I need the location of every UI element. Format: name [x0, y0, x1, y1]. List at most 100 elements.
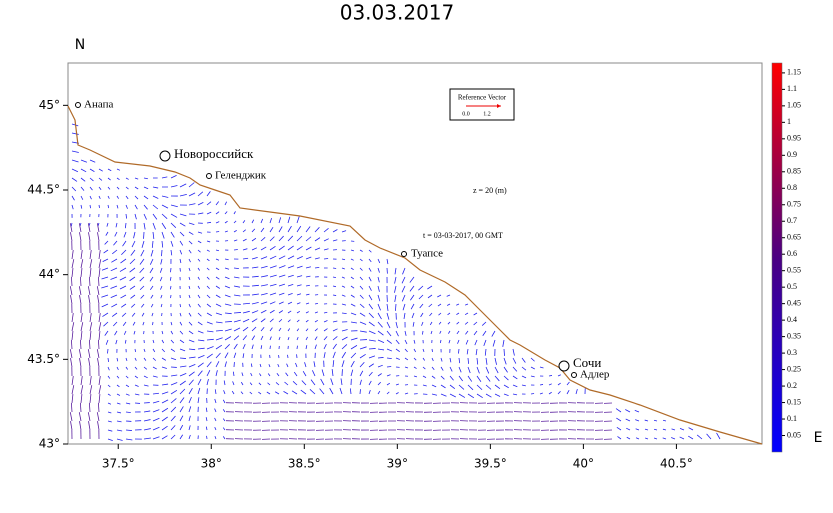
current-vector: [493, 340, 495, 346]
current-vector: [450, 367, 452, 371]
current-vector: [378, 259, 380, 263]
current-vector: [522, 385, 526, 386]
current-vector: [144, 358, 146, 361]
current-vector: [450, 358, 451, 362]
current-vector: [102, 277, 108, 279]
colorbar-tick-label: 0.85: [787, 167, 801, 176]
current-vector: [351, 304, 355, 306]
current-vector: [180, 259, 181, 263]
current-vector: [117, 403, 120, 404]
x-tick-label: 39°: [387, 457, 408, 471]
place-marker: [76, 103, 81, 108]
current-vector: [474, 322, 477, 325]
current-vector: [117, 430, 122, 431]
current-vector: [378, 374, 382, 376]
current-vector: [297, 276, 302, 277]
current-vector: [431, 331, 432, 334]
current-vector: [233, 381, 234, 385]
current-vector: [112, 313, 117, 317]
current-vector: [107, 349, 108, 353]
current-vector: [171, 340, 174, 343]
place-marker: [572, 373, 577, 378]
current-vector: [315, 337, 317, 340]
current-vector: [160, 286, 162, 290]
current-vector: [378, 322, 383, 327]
current-vector: [342, 268, 345, 269]
current-vector: [140, 286, 144, 290]
current-vector: [171, 435, 175, 439]
current-vector: [259, 383, 261, 385]
current-vector: [81, 169, 86, 172]
current-vector: [413, 322, 414, 327]
current-vector: [162, 426, 168, 430]
current-vector: [250, 383, 252, 385]
current-vector: [71, 277, 72, 286]
current-vector: [270, 227, 273, 232]
current-vector: [432, 394, 437, 395]
current-vector: [215, 436, 216, 439]
current-vector: [126, 403, 130, 404]
current-vector: [171, 383, 177, 385]
current-vector: [486, 367, 489, 373]
current-vector: [89, 403, 90, 412]
current-vector: [404, 313, 405, 319]
current-vector: [663, 420, 666, 421]
current-vector: [459, 385, 464, 389]
current-vector: [270, 275, 277, 277]
current-vector: [207, 370, 210, 376]
current-vector: [302, 381, 306, 385]
current-vector: [225, 329, 232, 331]
current-vector: [144, 349, 145, 352]
current-vector: [351, 277, 354, 279]
current-vector: [412, 313, 414, 318]
current-vector: [306, 312, 309, 313]
current-vector: [234, 286, 240, 287]
current-vector: [189, 232, 193, 235]
current-vector: [351, 353, 356, 358]
current-vector: [306, 329, 308, 331]
current-vector: [140, 277, 144, 281]
current-vector: [116, 340, 117, 344]
current-vector: [133, 322, 135, 325]
current-vector: [396, 322, 397, 328]
current-vector: [465, 313, 468, 315]
place-label: Анапа: [84, 99, 113, 111]
current-vector: [465, 331, 468, 334]
current-vector: [567, 382, 569, 385]
colorbar-tick-label: 0.05: [787, 430, 801, 439]
current-vector: [369, 340, 376, 341]
current-vector: [342, 313, 347, 314]
current-vector: [70, 232, 72, 241]
current-vector: [90, 331, 91, 340]
current-vector: [81, 331, 82, 340]
current-vector: [276, 382, 279, 385]
current-vector: [144, 376, 148, 378]
current-vector: [189, 304, 190, 307]
current-vector: [120, 286, 126, 289]
current-vector: [72, 169, 78, 172]
current-vector: [144, 196, 148, 199]
current-vector: [270, 293, 276, 295]
current-vector: [378, 365, 383, 367]
current-vector: [414, 340, 415, 344]
current-vector: [130, 277, 135, 281]
current-vector: [688, 436, 693, 439]
current-vector: [405, 358, 408, 360]
current-vector: [422, 331, 423, 335]
current-vector: [234, 211, 236, 214]
current-vector: [636, 429, 639, 430]
current-vector: [423, 358, 425, 360]
current-vector: [134, 331, 135, 334]
current-vector: [189, 406, 191, 412]
current-vector: [161, 295, 162, 298]
current-vector: [180, 250, 182, 254]
current-vector: [180, 241, 183, 245]
current-vector: [180, 322, 182, 325]
current-vector: [288, 236, 293, 241]
current-vector: [284, 391, 288, 394]
current-vector: [396, 331, 399, 336]
current-vector: [162, 241, 163, 248]
current-vector: [297, 320, 299, 322]
current-vector: [112, 250, 117, 254]
current-vector: [243, 344, 245, 349]
